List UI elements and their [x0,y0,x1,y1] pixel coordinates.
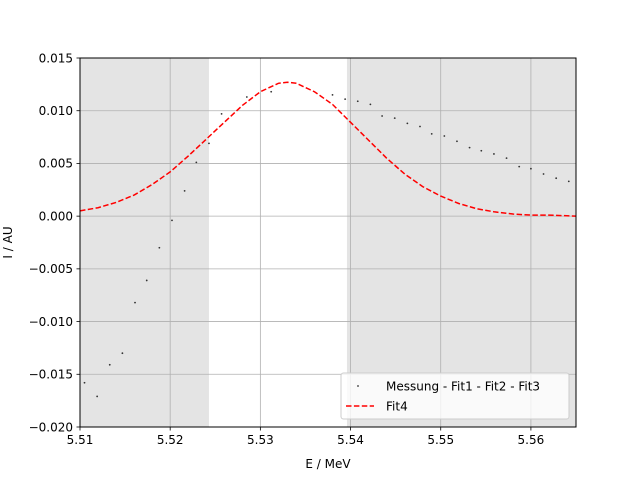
data-point [567,180,570,183]
x-tick-label: 5.56 [518,433,545,447]
data-point [171,219,173,222]
shaded-region-2 [346,58,576,427]
data-point [393,117,396,119]
legend-label-fit4: Fit4 [386,400,408,414]
data-point [83,381,86,384]
x-axis-ticks: 5.51 5.52 5.53 5.54 5.55 5.56 [67,427,545,447]
x-tick-label: 5.55 [427,433,454,447]
data-point [344,98,347,101]
legend: Messung - Fit1 - Fit2 - Fit3 Fit4 [340,372,570,420]
data-point [145,279,148,282]
data-point [505,157,508,160]
x-axis-label: E / MeV [305,457,351,471]
data-point [369,103,372,106]
data-point [468,146,471,149]
data-point [542,173,545,175]
data-point [518,165,521,168]
y-tick-label: −0.005 [29,262,73,276]
data-point [555,177,558,180]
fit-line-group [79,81,577,217]
y-tick-label: 0.005 [39,157,73,171]
y-tick-label: −0.020 [29,420,73,434]
data-point [480,149,483,152]
data-point [456,140,458,143]
data-point [121,352,124,355]
data-point [331,94,334,96]
y-axis-ticks: −0.020 −0.015 −0.010 −0.005 0.000 0.005 0.010 0… [29,51,80,434]
data-point [443,135,446,137]
series-line-fit4 [79,81,577,217]
legend-label-scatter: Messung - Fit1 - Fit2 - Fit3 [386,380,540,394]
data-point [356,100,359,103]
shaded-regions [80,58,576,427]
y-tick-label: 0.010 [39,104,73,118]
data-point [530,167,532,170]
x-tick-label: 5.52 [157,433,184,447]
data-point [108,363,111,366]
y-tick-label: 0.015 [39,51,73,65]
legend-box [340,372,570,420]
data-point [419,125,421,128]
x-tick-label: 5.54 [337,433,364,447]
data-point [220,112,223,115]
plot-frame [79,57,577,428]
y-axis-label: I / AU [1,226,15,258]
x-tick-label: 5.53 [247,433,274,447]
data-point [430,133,433,135]
data-point [245,96,248,98]
data-point [96,395,99,398]
legend-marker-scatter [357,385,359,387]
shaded-region-1 [80,58,209,427]
data-point [183,189,186,192]
y-tick-label: −0.010 [29,315,73,329]
data-point [195,161,198,164]
data-point [270,90,273,93]
data-point [158,246,161,249]
data-point [406,122,409,125]
data-points-group [83,90,570,398]
data-point [208,142,210,145]
y-tick-label: 0.000 [39,209,73,223]
data-point [493,153,495,155]
data-point [381,115,384,117]
x-tick-label: 5.51 [67,433,94,447]
y-tick-label: −0.015 [29,368,73,382]
data-point [134,301,136,304]
